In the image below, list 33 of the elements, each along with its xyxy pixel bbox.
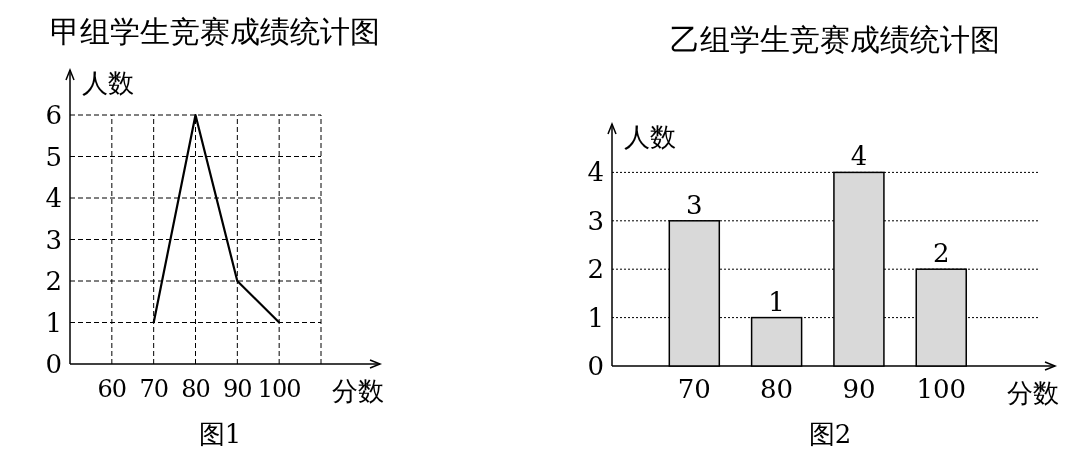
- x-axis-title: 分数: [332, 376, 384, 406]
- y-tick-label: 2: [45, 266, 62, 296]
- y-tick-label: 2: [587, 254, 604, 285]
- y-tick-label: 6: [45, 100, 62, 130]
- x-tick-label: 70: [139, 375, 168, 403]
- chart-title: 甲组学生竞赛成绩统计图: [50, 14, 380, 49]
- x-tick-label: 90: [842, 374, 876, 404]
- x-tick-label: 90: [223, 375, 252, 403]
- x-tick-label: 70: [677, 374, 711, 404]
- x-tick-label: 60: [97, 375, 127, 403]
- caption: 图1: [198, 419, 242, 449]
- x-tick-label: 100: [257, 375, 301, 403]
- y-tick-label: 4: [45, 183, 62, 213]
- x-tick-label: 100: [916, 374, 967, 404]
- y-axis-title: 人数: [624, 122, 676, 152]
- data-label: 1: [768, 286, 785, 317]
- x-axis-title: 分数: [1007, 378, 1059, 408]
- data-label: 3: [686, 189, 703, 220]
- y-axis-title: 人数: [82, 68, 134, 98]
- x-tick-label: 80: [181, 375, 210, 403]
- y-tick-label: 3: [45, 224, 62, 255]
- y-tick-label: 3: [587, 205, 604, 236]
- data-label: 4: [850, 141, 868, 172]
- y-tick-label: 4: [587, 157, 604, 188]
- x-tick-label: 80: [760, 374, 794, 404]
- caption: 图2: [808, 419, 852, 449]
- chart-title: 乙组学生竞赛成绩统计图: [670, 22, 1000, 57]
- y-tick-label: 1: [587, 302, 604, 333]
- y-tick-label: 0: [587, 351, 604, 381]
- y-tick-label: 5: [45, 141, 62, 172]
- y-tick-label: 0: [45, 349, 62, 379]
- y-tick-label: 1: [45, 307, 62, 338]
- data-label: 2: [932, 238, 950, 269]
